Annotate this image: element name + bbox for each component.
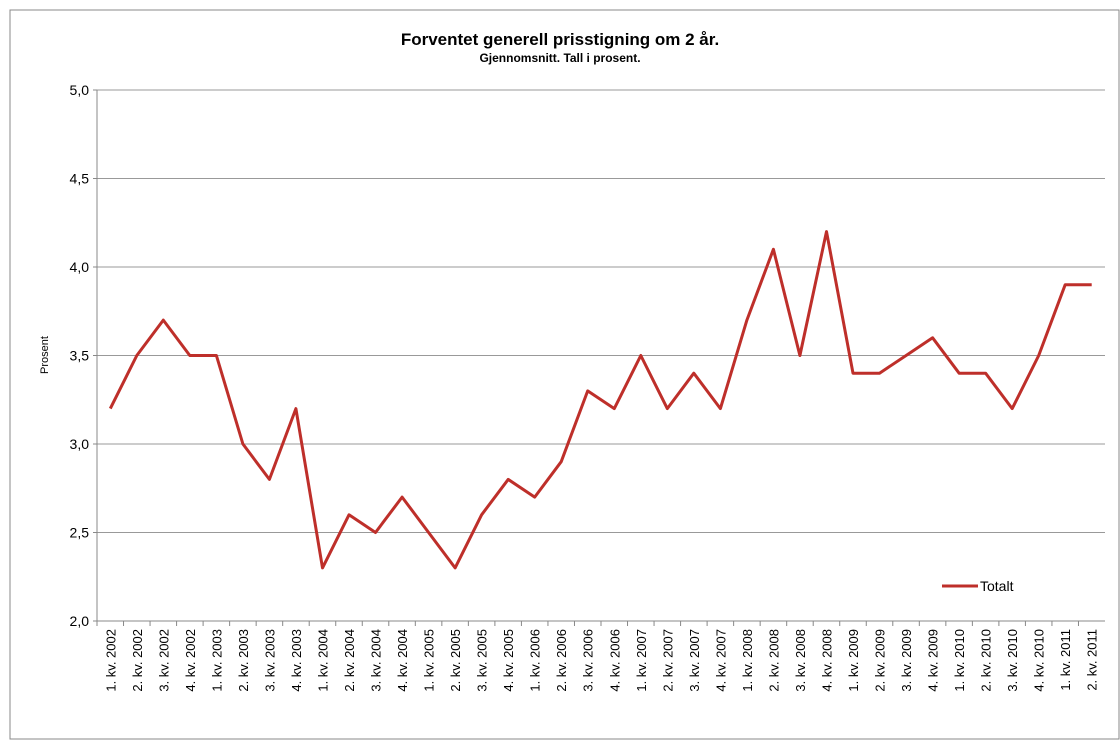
x-tick-label: 1. kv. 2004	[315, 629, 330, 692]
x-tick-label: 4. kv. 2010	[1032, 629, 1047, 692]
y-tick-label: 4,5	[70, 171, 90, 187]
x-tick-label: 4. kv. 2009	[926, 629, 941, 692]
x-tick-label: 4. kv. 2002	[183, 629, 198, 692]
x-tick-label: 2. kv. 2010	[979, 629, 994, 692]
chart-title: Forventet generell prisstigning om 2 år.	[401, 30, 719, 49]
x-tick-label: 3. kv. 2009	[899, 629, 914, 692]
x-tick-label: 3. kv. 2005	[475, 629, 490, 692]
x-tick-label: 2. kv. 2008	[766, 629, 781, 692]
y-tick-label: 2,0	[70, 613, 90, 629]
x-tick-label: 4. kv. 2006	[607, 629, 622, 692]
x-tick-label: 3. kv. 2008	[793, 629, 808, 692]
y-tick-label: 3,5	[70, 348, 90, 364]
x-tick-label: 1. kv. 2009	[846, 629, 861, 692]
y-tick-label: 2,5	[70, 525, 90, 541]
x-tick-label: 2. kv. 2007	[660, 629, 675, 692]
y-tick-label: 3,0	[70, 436, 90, 452]
legend-label: Totalt	[980, 578, 1014, 594]
x-tick-label: 3. kv. 2004	[369, 629, 384, 692]
x-tick-label: 1. kv. 2010	[952, 629, 967, 692]
chart-subtitle: Gjennomsnitt. Tall i prosent.	[479, 51, 640, 65]
x-tick-label: 3. kv. 2006	[581, 629, 596, 692]
x-tick-label: 1. kv. 2008	[740, 629, 755, 692]
x-tick-label: 2. kv. 2003	[236, 629, 251, 692]
x-tick-label: 3. kv. 2002	[156, 629, 171, 692]
x-tick-label: 4. kv. 2004	[395, 629, 410, 692]
x-tick-label: 1. kv. 2005	[422, 629, 437, 692]
x-tick-label: 4. kv. 2007	[713, 629, 728, 692]
x-tick-label: 1. kv. 2011	[1058, 629, 1073, 691]
y-axis-label: Prosent	[39, 336, 51, 374]
data-line	[108, 230, 1092, 570]
y-tick-label: 4,0	[70, 259, 90, 275]
y-tick-label: 5,0	[70, 82, 90, 98]
x-tick-label: 3. kv. 2007	[687, 629, 702, 692]
x-tick-label: 4. kv. 2003	[289, 629, 304, 692]
x-tick-label: 2. kv. 2002	[130, 629, 145, 692]
x-tick-label: 3. kv. 2003	[262, 629, 277, 692]
x-tick-label: 2. kv. 2005	[448, 629, 463, 692]
x-tick-label: 2. kv. 2011	[1085, 629, 1100, 691]
x-tick-label: 2. kv. 2009	[873, 629, 888, 692]
x-tick-label: 4. kv. 2008	[819, 629, 834, 692]
x-tick-label: 1. kv. 2003	[209, 629, 224, 692]
chart-frame	[9, 9, 1120, 740]
x-tick-label: 4. kv. 2005	[501, 629, 516, 692]
x-tick-label: 2. kv. 2004	[342, 629, 357, 692]
x-tick-label: 3. kv. 2010	[1005, 629, 1020, 692]
x-tick-label: 1. kv. 2007	[634, 629, 649, 692]
x-tick-label: 2. kv. 2006	[554, 629, 569, 692]
x-tick-label: 1. kv. 2006	[528, 629, 543, 692]
x-tick-label: 1. kv. 2002	[103, 629, 118, 692]
